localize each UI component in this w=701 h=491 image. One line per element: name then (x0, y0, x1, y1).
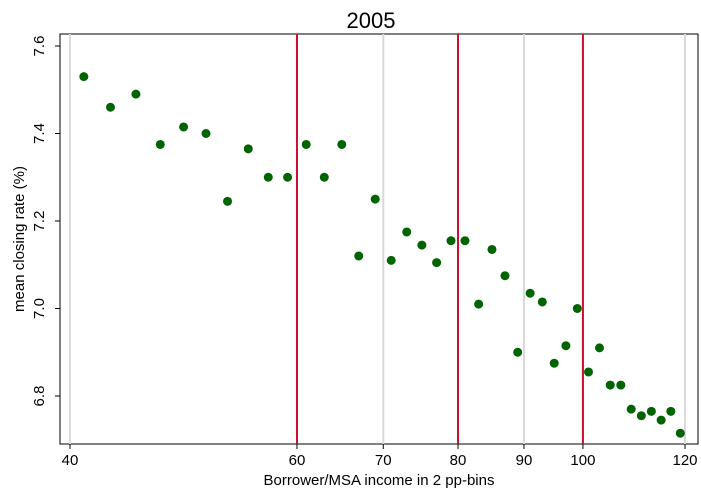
x-tick-label: 120 (672, 452, 697, 469)
data-point (105, 102, 115, 112)
y-tick-label: 6.8 (31, 386, 48, 407)
x-tick-label: 60 (289, 452, 306, 469)
y-tick-label: 7.2 (31, 211, 48, 232)
data-point (319, 172, 329, 182)
y-tick-label: 7.6 (31, 36, 48, 57)
data-point (446, 236, 456, 246)
axes: 40 60 70 80 90 100 120 6.8 7.0 7.2 7.4 7.6 (31, 36, 698, 469)
data-point (354, 251, 364, 261)
data-point (513, 347, 523, 357)
data-point (417, 240, 427, 250)
data-point (337, 139, 347, 149)
data-point (243, 144, 253, 154)
data-point (301, 139, 311, 149)
data-point (646, 406, 656, 416)
x-tick-label: 80 (450, 452, 467, 469)
data-point (79, 72, 89, 82)
data-point (572, 304, 582, 313)
reference-lines (295, 34, 584, 444)
data-point (201, 129, 211, 138)
data-point (636, 411, 646, 421)
data-point (525, 288, 535, 298)
data-point (666, 406, 676, 416)
data-points (79, 72, 685, 438)
plot-area-frame (59, 33, 699, 445)
data-point (386, 255, 396, 265)
data-point (616, 380, 626, 390)
data-point (474, 299, 484, 309)
data-point (131, 89, 141, 99)
data-point (626, 404, 636, 414)
y-tick-label: 7.0 (31, 298, 48, 319)
chart-title: 2005 (347, 8, 396, 33)
x-tick-label: 100 (570, 452, 595, 469)
data-point (223, 196, 233, 206)
data-point (675, 428, 685, 438)
data-point (537, 297, 547, 307)
y-axis-title: mean closing rate (%) (11, 166, 28, 312)
data-point (155, 139, 165, 149)
data-point (500, 271, 510, 281)
x-tick-label: 70 (375, 452, 392, 469)
x-axis-title: Borrower/MSA income in 2 pp-bins (264, 472, 495, 489)
data-point (263, 172, 273, 182)
data-point (656, 415, 666, 425)
data-point (487, 244, 497, 254)
data-point (402, 227, 412, 237)
data-point (594, 343, 604, 353)
data-point (605, 380, 615, 390)
x-tick-label: 90 (516, 452, 533, 469)
data-point (549, 358, 559, 368)
x-tick-label: 40 (62, 452, 79, 469)
data-point (283, 172, 293, 182)
data-point (370, 194, 380, 204)
y-tick-label: 7.4 (31, 123, 48, 144)
data-point (179, 122, 189, 132)
data-point (561, 341, 571, 351)
data-point (432, 258, 442, 268)
data-point (584, 367, 594, 377)
data-point (460, 236, 470, 246)
